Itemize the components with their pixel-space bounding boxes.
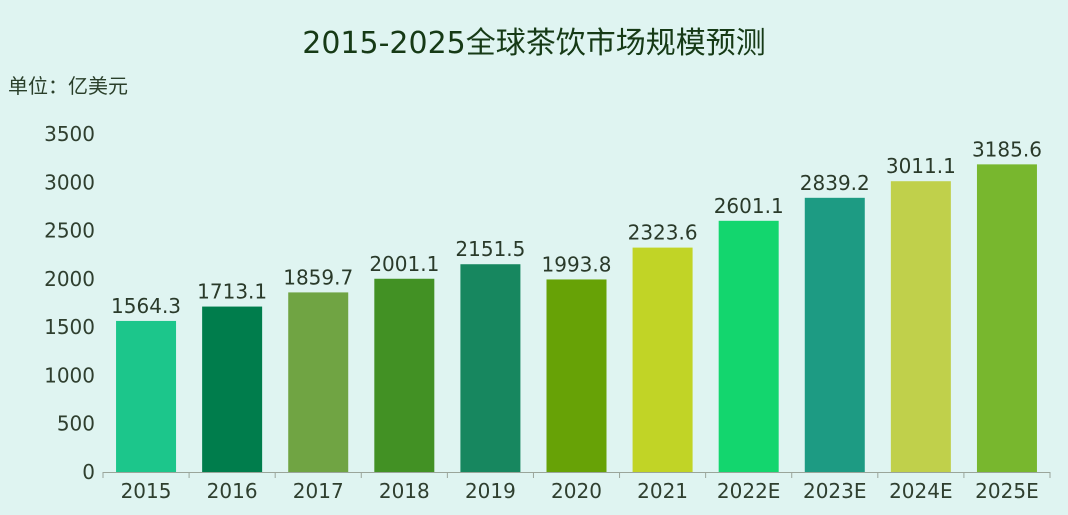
x-tick-label: 2020 [551, 479, 602, 503]
x-tick-label: 2015 [121, 479, 172, 503]
data-label: 2001.1 [369, 252, 439, 276]
chart-title: 2015-2025全球茶饮市场规模预测 [302, 26, 766, 61]
data-label: 2839.2 [800, 171, 870, 195]
y-tick-label: 1500 [44, 315, 95, 339]
x-tick-label: 2025E [975, 479, 1039, 503]
data-label: 2323.6 [628, 221, 698, 245]
data-label: 1713.1 [197, 280, 267, 304]
x-tick-label: 2021 [637, 479, 688, 503]
bar [374, 278, 435, 472]
bar [202, 306, 263, 472]
bar [546, 279, 607, 472]
y-tick-label: 0 [82, 460, 95, 484]
y-tick-label: 3000 [44, 170, 95, 194]
x-tick-label: 2018 [379, 479, 430, 503]
y-tick-label: 3500 [44, 122, 95, 146]
bar [288, 292, 349, 472]
data-label: 3011.1 [886, 154, 956, 178]
x-tick-label: 2019 [465, 479, 516, 503]
bar [804, 197, 865, 473]
bar [632, 247, 693, 472]
x-tick-label: 2022E [717, 479, 781, 503]
data-label: 1859.7 [283, 265, 353, 289]
data-label: 1564.3 [111, 294, 181, 318]
bar [976, 164, 1037, 472]
y-tick-label: 1000 [44, 363, 95, 387]
data-label: 2601.1 [714, 194, 784, 218]
data-label: 2151.5 [455, 237, 525, 261]
bar [890, 181, 951, 472]
data-label: 1993.8 [542, 252, 612, 276]
x-tick-label: 2024E [889, 479, 953, 503]
bar [718, 220, 779, 472]
x-tick-label: 2023E [803, 479, 867, 503]
bar [460, 264, 521, 472]
y-tick-label: 2500 [44, 219, 95, 243]
unit-label: 单位：亿美元 [8, 74, 128, 98]
y-tick-label: 2000 [44, 267, 95, 291]
bar [116, 320, 177, 472]
x-tick-label: 2016 [207, 479, 258, 503]
data-label: 3185.6 [972, 137, 1042, 161]
y-tick-label: 500 [57, 412, 95, 436]
x-tick-label: 2017 [293, 479, 344, 503]
